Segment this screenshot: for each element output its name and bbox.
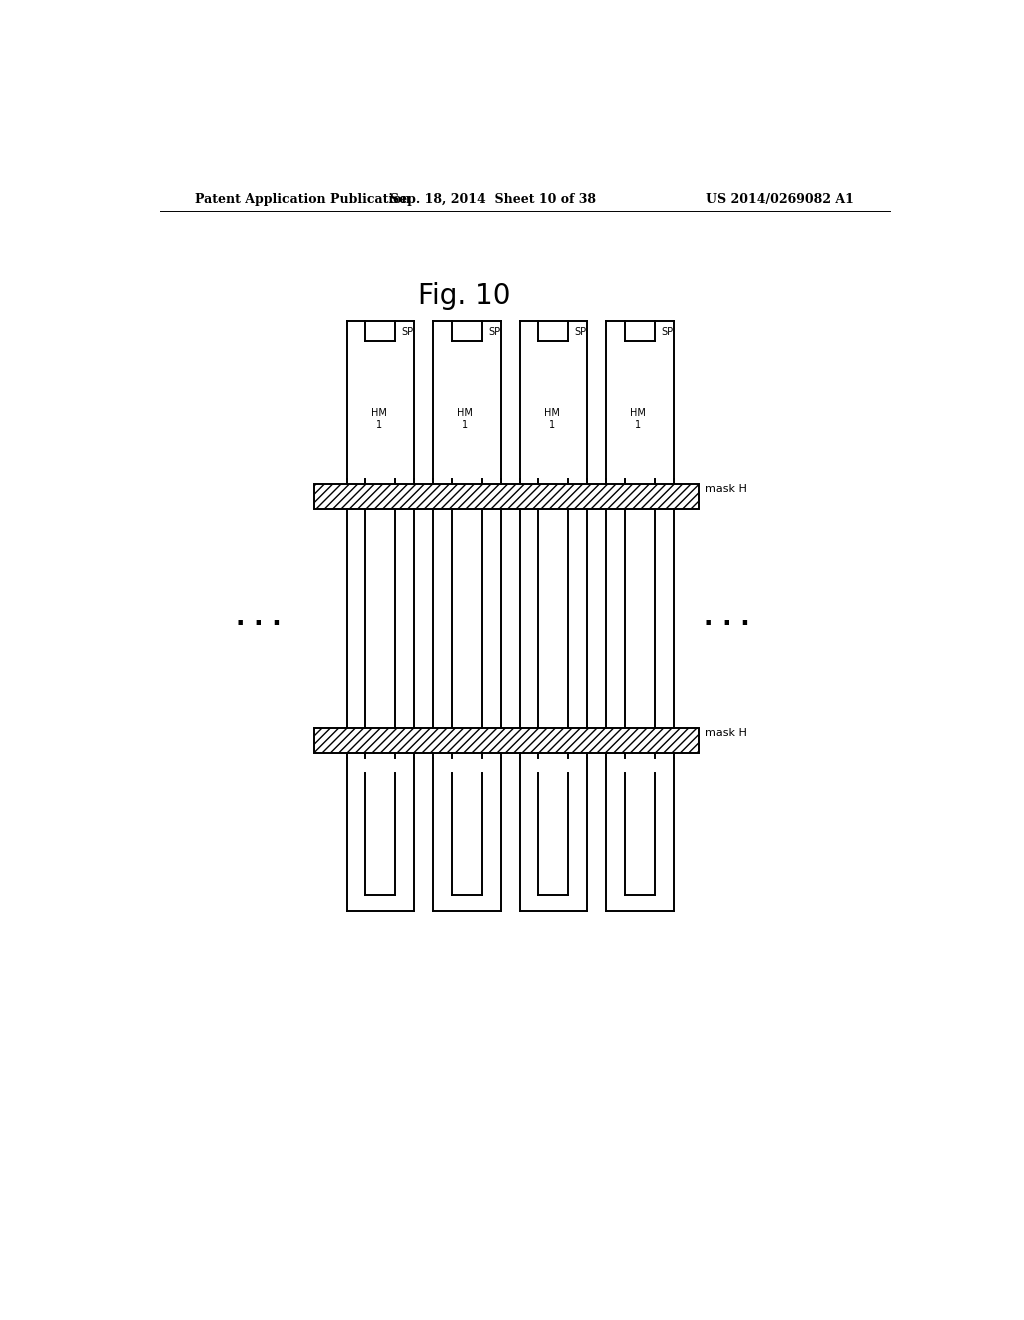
Text: mask H: mask H [705, 483, 746, 494]
Text: . . .: . . . [705, 606, 750, 630]
Text: HM
1: HM 1 [458, 408, 473, 429]
Text: SP: SP [488, 327, 501, 337]
Bar [314, 727, 699, 752]
Text: Fig. 10: Fig. 10 [418, 281, 510, 310]
Text: HM
1: HM 1 [371, 408, 387, 429]
Text: . . .: . . . [237, 606, 282, 630]
Text: Sep. 18, 2014  Sheet 10 of 38: Sep. 18, 2014 Sheet 10 of 38 [390, 193, 596, 206]
Text: US 2014/0269082 A1: US 2014/0269082 A1 [707, 193, 854, 206]
Text: SP: SP [401, 327, 414, 337]
Text: HM
1: HM 1 [544, 408, 560, 429]
Text: mask H: mask H [705, 727, 746, 738]
Text: HM
1: HM 1 [631, 408, 646, 429]
Bar [314, 483, 699, 510]
Text: Patent Application Publication: Patent Application Publication [196, 193, 411, 206]
Text: SP: SP [662, 327, 674, 337]
Text: SP: SP [574, 327, 587, 337]
